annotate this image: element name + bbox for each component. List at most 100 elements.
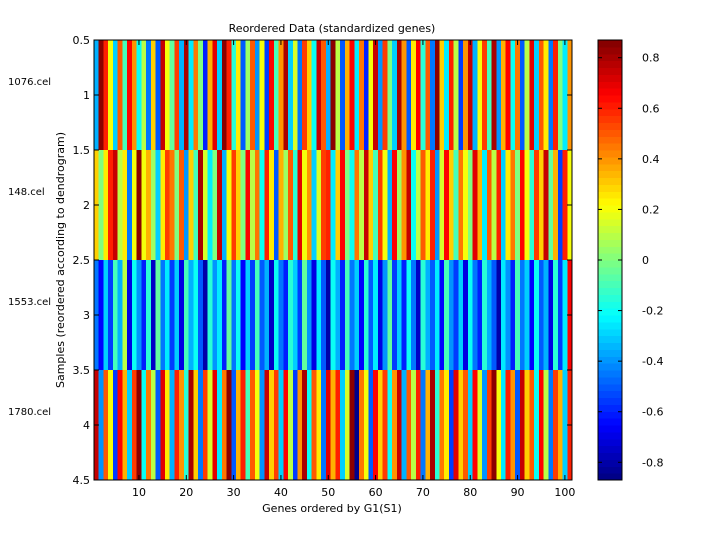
heatmap-cell — [401, 40, 407, 150]
heatmap-cell — [235, 150, 242, 260]
heatmap-cell — [264, 40, 270, 150]
heatmap-cell — [226, 40, 232, 150]
heatmap-cell — [458, 370, 464, 480]
heatmap-cell — [259, 150, 265, 260]
heatmap-cell — [363, 260, 370, 370]
heatmap-cell — [217, 150, 223, 260]
heatmap-cell — [401, 260, 407, 370]
colorbar-segment — [598, 404, 622, 412]
colorbar-segment — [598, 390, 622, 399]
heatmap-cell — [231, 370, 237, 480]
heatmap-cell — [240, 40, 247, 150]
heatmap-cell — [98, 40, 105, 150]
heatmap-cell — [288, 150, 294, 260]
heatmap-cell — [245, 260, 251, 370]
heatmap-cell — [169, 40, 176, 150]
heatmap-cell — [212, 370, 218, 480]
colorbar-segment — [598, 349, 622, 357]
heatmap-cell — [179, 260, 185, 370]
heatmap-cell — [127, 370, 133, 480]
heatmap-cell — [207, 150, 213, 260]
heatmap-cell — [117, 260, 123, 370]
heatmap-cell — [359, 260, 365, 370]
colorbar-segment — [598, 280, 622, 289]
heatmap-cell — [515, 370, 521, 480]
heatmap-cell — [136, 40, 142, 150]
heatmap-cell — [415, 260, 422, 370]
colorbar-segment — [598, 383, 622, 392]
heatmap-cell — [477, 40, 483, 150]
heatmap-cell — [254, 150, 261, 260]
x-tick-label: 80 — [463, 486, 477, 499]
heatmap-cell — [169, 260, 176, 370]
heatmap-cell — [179, 370, 185, 480]
heatmap-cell — [534, 260, 540, 370]
colorbar-segment — [598, 67, 622, 75]
heatmap-cell — [321, 260, 327, 370]
colorbar-segment — [598, 376, 622, 385]
heatmap-cell — [160, 370, 166, 480]
heatmap-cell — [406, 40, 412, 150]
heatmap-cell — [174, 370, 180, 480]
heatmap-cell — [302, 370, 308, 480]
heatmap-cell — [207, 260, 213, 370]
heatmap-cell — [302, 150, 308, 260]
heatmap-cell — [548, 370, 554, 480]
colorbar-segment — [598, 53, 622, 62]
heatmap-cell — [198, 370, 204, 480]
y-tick-label: 3 — [83, 309, 90, 322]
heatmap-cell — [411, 150, 417, 260]
heatmap-cell — [212, 150, 218, 260]
heatmap-cell — [335, 40, 341, 150]
heatmap-cell — [254, 40, 261, 150]
heatmap-cell — [420, 260, 426, 370]
heatmap-cell — [254, 260, 261, 370]
heatmap-cell — [297, 40, 303, 150]
heatmap-cell — [482, 370, 488, 480]
heatmap-cell — [448, 150, 455, 260]
heatmap-cell — [515, 260, 521, 370]
heatmap-cell — [335, 370, 341, 480]
heatmap-cell — [179, 150, 185, 260]
heatmap-cell — [141, 40, 147, 150]
heatmap-cell — [288, 260, 294, 370]
heatmap-cell — [174, 150, 180, 260]
heatmap-cell — [434, 40, 441, 150]
heatmap-cell — [444, 40, 450, 150]
y-tick-label: 1.5 — [73, 144, 91, 157]
heatmap-cell — [396, 370, 403, 480]
colorbar-segment — [598, 211, 622, 220]
colorbar-segment — [598, 370, 622, 378]
heatmap-cell — [519, 370, 526, 480]
heatmap-cell — [482, 260, 488, 370]
heatmap-cell — [297, 370, 303, 480]
heatmap-cell — [311, 370, 318, 480]
colorbar-tick-label: 0.6 — [642, 102, 660, 115]
heatmap-cell — [306, 150, 313, 260]
heatmap-cell — [174, 260, 180, 370]
heatmap-cell — [524, 370, 530, 480]
colorbar-segment — [598, 88, 622, 96]
heatmap-cell — [538, 40, 545, 150]
heatmap-cell — [321, 150, 327, 260]
heatmap-cell — [377, 150, 384, 260]
heatmap-cell — [273, 260, 280, 370]
heatmap-cell — [349, 150, 355, 260]
colorbar-segment — [598, 143, 622, 151]
heatmap-cell — [425, 260, 431, 370]
heatmap-cell — [444, 150, 450, 260]
heatmap-cell — [193, 260, 199, 370]
heatmap-cell — [491, 150, 497, 260]
heatmap-cell — [486, 370, 493, 480]
heatmap-cell — [368, 40, 374, 150]
heatmap-cell — [183, 150, 190, 260]
heatmap-cell — [330, 40, 336, 150]
heatmap-cell — [217, 40, 223, 150]
heatmap-cell — [136, 260, 142, 370]
heatmap-cell — [183, 260, 190, 370]
heatmap-cell — [340, 260, 346, 370]
heatmap-cell — [501, 370, 507, 480]
heatmap-cell — [259, 260, 265, 370]
heatmap-cell — [264, 150, 270, 260]
heatmap-cell — [486, 260, 493, 370]
